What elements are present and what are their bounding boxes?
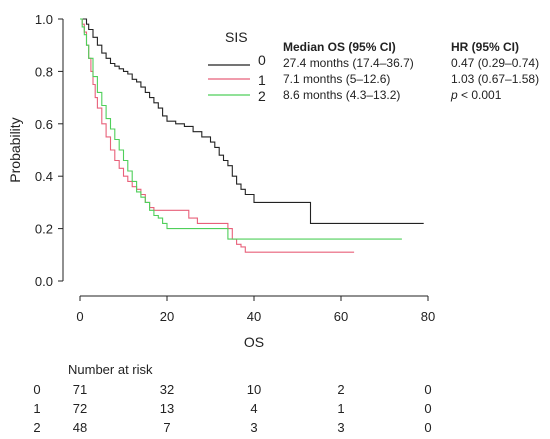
risk-count: 71 xyxy=(73,382,87,397)
survival-curve-sis-2 xyxy=(80,18,402,240)
y-tick-label: 1.0 xyxy=(35,12,53,27)
legend-title: SIS xyxy=(225,29,248,45)
risk-count: 0 xyxy=(424,401,431,416)
median-os-value: 8.6 months (4.3–13.2) xyxy=(283,88,400,102)
risk-count: 0 xyxy=(424,420,431,435)
risk-count: 13 xyxy=(160,401,174,416)
hr-value: p < 0.001 xyxy=(450,88,502,102)
risk-table-title: Number at risk xyxy=(68,362,153,377)
risk-count: 4 xyxy=(250,401,257,416)
hr-value: 0.47 (0.29–0.74) xyxy=(451,56,539,70)
stats-table: 27.4 months (17.4–36.7) 0.47 (0.29–0.74) 7… xyxy=(283,56,539,102)
y-tick-label: 0.4 xyxy=(35,169,53,184)
risk-group-label: 1 xyxy=(33,401,40,416)
risk-group-label: 0 xyxy=(33,382,40,397)
survival-curve-sis-1 xyxy=(80,18,355,253)
legend-label-sis-2: 2 xyxy=(258,88,266,104)
y-tick-label: 0.8 xyxy=(35,64,53,79)
hr-value: 1.03 (0.67–1.58) xyxy=(451,72,539,86)
survival-curve-sis-0 xyxy=(80,18,424,224)
risk-count: 48 xyxy=(73,420,87,435)
x-tick-label: 60 xyxy=(334,309,348,324)
risk-group-label: 2 xyxy=(33,420,40,435)
risk-count: 10 xyxy=(247,382,261,397)
y-tick-label: 0.6 xyxy=(35,117,53,132)
y-tick-label: 0.0 xyxy=(35,274,53,289)
legend-label-sis-1: 1 xyxy=(258,72,266,88)
median-os-value: 7.1 months (5–12.6) xyxy=(283,72,390,86)
risk-table: 0 71 32 10 2 01 72 13 4 1 02 48 7 3 3 0 xyxy=(33,382,431,435)
risk-count: 7 xyxy=(163,420,170,435)
x-axis-ticks: 0 20 40 60 80 xyxy=(76,296,435,324)
legend: 0 12 xyxy=(208,52,266,104)
risk-count: 1 xyxy=(337,401,344,416)
risk-count: 2 xyxy=(337,382,344,397)
x-tick-label: 40 xyxy=(247,309,261,324)
hr-header: HR (95% CI) xyxy=(451,40,519,54)
x-tick-label: 20 xyxy=(160,309,174,324)
median-os-value: 27.4 months (17.4–36.7) xyxy=(283,56,414,70)
risk-count: 3 xyxy=(337,420,344,435)
survival-curves xyxy=(80,18,424,253)
median-os-header: Median OS (95% CI) xyxy=(283,40,396,54)
risk-count: 72 xyxy=(73,401,87,416)
x-tick-label: 0 xyxy=(76,309,83,324)
risk-count: 32 xyxy=(160,382,174,397)
risk-count: 3 xyxy=(250,420,257,435)
legend-label-sis-0: 0 xyxy=(258,52,266,68)
y-axis-label: Probability xyxy=(7,117,23,182)
y-axis-ticks: 0.0 0.2 0.4 0.6 0.8 1.0 xyxy=(35,12,63,289)
x-tick-label: 80 xyxy=(421,309,435,324)
y-tick-label: 0.2 xyxy=(35,222,53,237)
x-axis-label: OS xyxy=(244,334,264,350)
risk-count: 0 xyxy=(424,382,431,397)
